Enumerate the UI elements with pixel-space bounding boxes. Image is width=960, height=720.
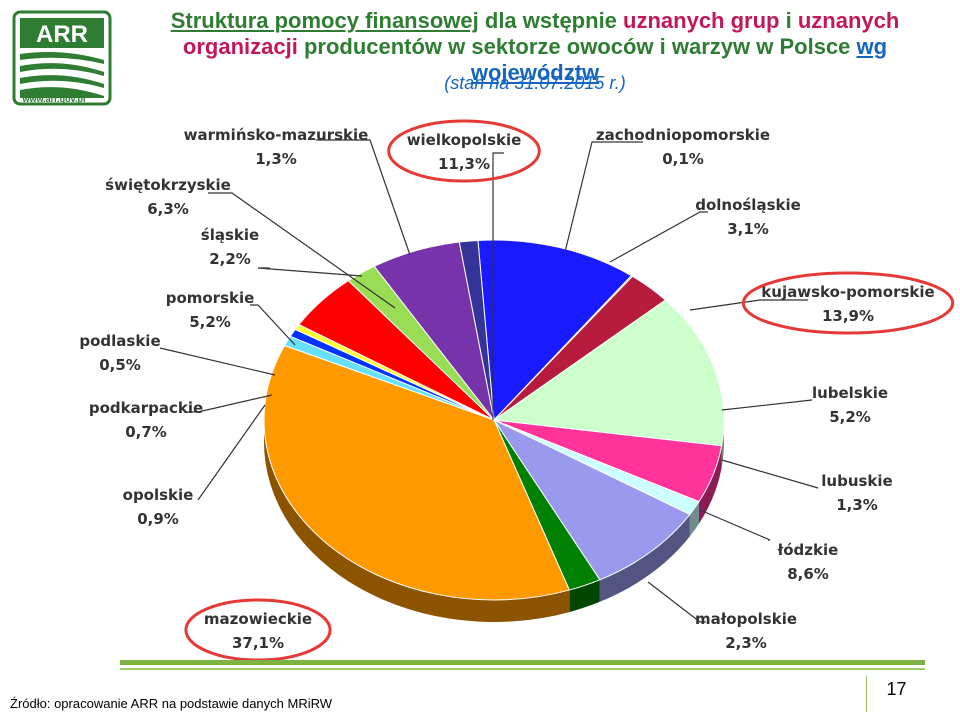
label-warmińsko-mazurskie: warmińsko-mazurskie [184, 126, 369, 144]
page-title: Struktura pomocy finansowej dla wstępnie… [170, 8, 900, 85]
leader-opolskie [197, 404, 266, 501]
value-małopolskie: 2,3% [725, 634, 767, 652]
slice-side-lubelskie [699, 445, 722, 524]
label-małopolskie: małopolskie [695, 610, 797, 628]
label-podlaskie: podlaskie [79, 332, 160, 350]
leader-dolnośląskie [609, 211, 708, 263]
label-śląskie: śląskie [201, 226, 259, 244]
value-lubelskie: 5,2% [829, 408, 871, 426]
value-lubuskie: 1,3% [836, 496, 878, 514]
label-łódzkie: łódzkie [777, 541, 839, 559]
label-pomorskie: pomorskie [166, 289, 255, 307]
label-dolnośląskie: dolnośląskie [695, 196, 801, 214]
value-świętokrzyskie: 6,3% [147, 200, 189, 218]
slice-wielkopolskie [477, 239, 633, 422]
logo-url: www.arr.gov.pl [22, 94, 86, 104]
leader-wielkopolskie [492, 152, 504, 420]
value-zachodniopomorskie: 0,1% [662, 150, 704, 168]
value-opolskie: 0,9% [137, 510, 179, 528]
leader-kujawsko-pomorskie [689, 299, 808, 311]
leader-lubuskie [721, 459, 819, 489]
leader-śląskie [257, 267, 363, 277]
source-note: Źródło: opracowanie ARR na podstawie dan… [10, 696, 333, 711]
highlight-kujawsko-pomorskie [741, 271, 955, 335]
slice-mazowieckie [263, 344, 571, 601]
leader-pomorskie [250, 304, 296, 346]
leader-łódzkie [699, 509, 771, 541]
leader-warmińsko-mazurskie [316, 139, 411, 256]
value-wielkopolskie: 11,3% [438, 155, 490, 173]
value-mazowieckie: 37,1% [232, 634, 284, 652]
leader-małopolskie [647, 581, 706, 623]
slice-side-łódzkie [599, 514, 690, 602]
value-pomorskie: 5,2% [189, 313, 231, 331]
page-number: 17 [866, 676, 926, 712]
label-lubelskie: lubelskie [812, 384, 888, 402]
slice-side-lubuskie [689, 501, 700, 537]
slice-warmińsko-mazurskie [458, 239, 495, 421]
page-subtitle: (stan na 31.07.2015 r.) [444, 73, 626, 93]
leader-świętokrzyskie [208, 192, 396, 309]
pie-slices [263, 239, 725, 601]
value-kujawsko-pomorskie: 13,9% [822, 307, 874, 325]
label-kujawsko-pomorskie: kujawsko-pomorskie [761, 283, 934, 301]
leader-lubelskie [721, 399, 813, 411]
leader-podkarpackie [186, 394, 273, 413]
slice-side-małopolskie [569, 579, 600, 613]
footer-rule [120, 660, 925, 665]
leader-lines [159, 139, 819, 623]
logo-text: ARR [36, 21, 88, 48]
slice-labels: wielkopolskie 11,3% zachodniopomorskie 0,1%… [79, 126, 934, 652]
label-wielkopolskie: wielkopolskie [407, 131, 522, 149]
value-podlaskie: 0,5% [99, 356, 141, 374]
slice-kujawsko-pomorskie [492, 299, 725, 447]
label-podkarpackie: podkarpackie [89, 399, 203, 417]
value-podkarpackie: 0,7% [125, 423, 167, 441]
label-świętokrzyskie: świętokrzyskie [105, 176, 231, 194]
value-dolnośląskie: 3,1% [727, 220, 769, 238]
pie-depth [264, 420, 724, 622]
footer-rule-thin [120, 668, 925, 670]
value-warmińsko-mazurskie: 1,3% [255, 150, 297, 168]
arr-logo: ARR [12, 10, 112, 106]
leader-podlaskie [159, 347, 276, 376]
label-zachodniopomorskie: zachodniopomorskie [596, 126, 770, 144]
slice-side-kujawsko-pomorskie [721, 420, 724, 468]
label-opolskie: opolskie [123, 486, 194, 504]
value-łódzkie: 8,6% [787, 565, 829, 583]
label-lubuskie: lubuskie [821, 472, 892, 490]
highlight-wielkopolskie [387, 119, 541, 183]
label-mazowieckie: mazowieckie [204, 610, 312, 628]
slice-łódzkie [492, 418, 691, 581]
value-śląskie: 2,2% [209, 250, 251, 268]
slice-side-mazowieckie [264, 420, 570, 622]
leader-zachodniopomorskie [564, 141, 643, 253]
